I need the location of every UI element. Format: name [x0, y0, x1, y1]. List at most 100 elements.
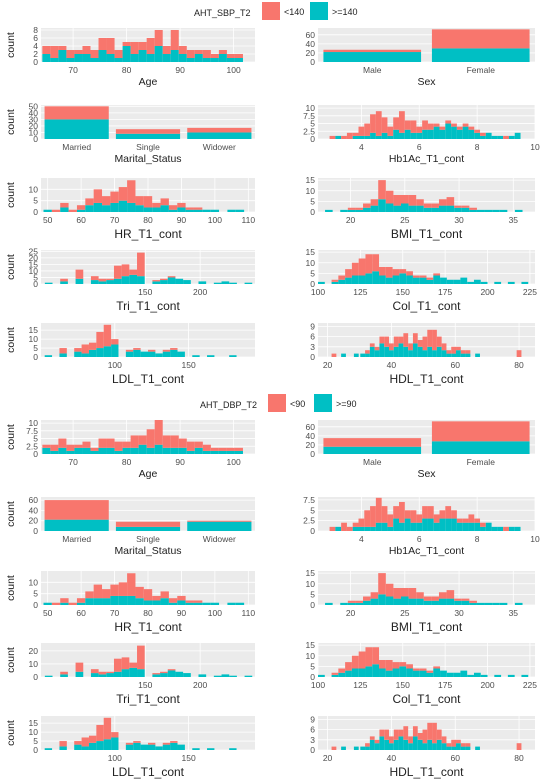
y-tick-label: 10	[29, 334, 39, 344]
x-axis-label: Col_T1_cont	[392, 299, 461, 313]
bar-teal	[167, 277, 176, 284]
bar-teal	[118, 595, 128, 605]
bar-teal	[60, 602, 69, 605]
bar-red	[60, 671, 68, 675]
bar-teal	[221, 674, 230, 677]
bar-teal	[427, 739, 433, 750]
bar-teal	[234, 450, 243, 454]
bar-teal	[436, 346, 442, 357]
bar-red	[129, 269, 138, 275]
bar-red	[378, 180, 386, 200]
x-tick-label: 80	[514, 360, 524, 370]
bar-teal	[422, 743, 428, 750]
bar-teal	[465, 353, 471, 357]
bar-teal	[492, 209, 500, 212]
bar-teal	[385, 203, 394, 212]
bar-teal	[358, 135, 365, 139]
y-tick-label: 5	[33, 736, 38, 746]
x-tick-label: 4	[359, 142, 364, 152]
bar-teal	[416, 205, 424, 212]
bar-red	[193, 600, 203, 603]
bar-red	[178, 46, 187, 54]
y-tick-label: 60	[29, 495, 39, 505]
y-tick-label: 0	[33, 352, 38, 362]
x-tick-label: 125	[353, 287, 367, 297]
bar-teal	[462, 126, 469, 139]
bar-teal	[213, 282, 222, 284]
bar-teal	[96, 348, 104, 357]
y-tick-label: 15	[306, 175, 316, 185]
bar-red	[456, 346, 461, 351]
bar-teal	[198, 674, 207, 677]
y-axis-label: count	[5, 720, 17, 746]
bar-teal	[235, 602, 245, 605]
bar-red	[456, 126, 463, 130]
bar-teal	[229, 748, 237, 750]
bar-teal	[408, 598, 417, 605]
x-tick-label: 150	[181, 360, 195, 370]
bar-teal	[229, 355, 237, 357]
bar-red	[474, 518, 481, 523]
bar-red	[143, 589, 153, 601]
bar-teal	[514, 132, 521, 139]
bar-teal	[460, 353, 466, 357]
legend-label-teal-dbp: >=90	[336, 399, 357, 409]
bar-red	[445, 120, 452, 124]
bar-red	[75, 662, 84, 672]
bar-red	[138, 435, 147, 445]
bar-red	[81, 737, 89, 747]
bar-teal	[162, 744, 171, 750]
bar-teal	[399, 522, 405, 531]
bar-teal	[507, 674, 515, 677]
x-tick-label: 20	[323, 360, 333, 370]
bar-red	[410, 120, 417, 133]
y-tick-label: 5	[310, 196, 315, 206]
x-tick-label: 90	[175, 457, 185, 467]
x-tick-label: 200	[193, 287, 207, 297]
bar-red	[465, 350, 471, 354]
bar-teal	[355, 602, 364, 605]
bar-red	[436, 336, 442, 347]
bar-red	[399, 111, 405, 133]
x-tick-label: Female	[467, 457, 496, 467]
bar-teal	[451, 746, 457, 750]
y-tick-label: 0	[310, 207, 315, 217]
bar-teal	[121, 669, 130, 677]
bar-red	[331, 672, 339, 675]
bar-red	[399, 269, 407, 274]
bar-teal	[85, 205, 94, 212]
bar-red	[375, 497, 382, 523]
x-tick-label: 50	[43, 608, 53, 618]
bar-teal	[122, 46, 131, 62]
bar-teal	[175, 671, 184, 677]
bar-teal	[98, 50, 107, 62]
bar-teal	[393, 598, 402, 605]
bar-red	[135, 586, 144, 599]
bar-red	[426, 277, 434, 280]
bar-teal	[453, 672, 461, 677]
bar-teal	[514, 602, 523, 605]
bar-red	[438, 592, 447, 599]
x-tick-label: 70	[68, 457, 78, 467]
bar-red	[451, 346, 457, 354]
bar-teal	[60, 207, 69, 212]
x-axis-label: BMI_T1_cont	[391, 620, 463, 634]
bar-red	[516, 350, 522, 357]
bar-teal	[335, 526, 342, 531]
bar-teal	[66, 58, 75, 62]
bar-red	[461, 205, 470, 208]
bar-teal	[374, 350, 380, 357]
bar-teal	[372, 664, 380, 677]
bar-teal	[499, 602, 508, 605]
x-axis-label: HDL_T1_cont	[389, 765, 464, 779]
y-tick-label: 5	[33, 272, 38, 282]
bar-teal	[111, 344, 119, 357]
bar-red	[358, 258, 366, 276]
bar-teal	[125, 351, 134, 357]
bar-red	[364, 123, 371, 136]
bar-teal	[44, 282, 53, 284]
bar-teal	[152, 674, 161, 677]
y-tick-label: 5	[33, 343, 38, 353]
